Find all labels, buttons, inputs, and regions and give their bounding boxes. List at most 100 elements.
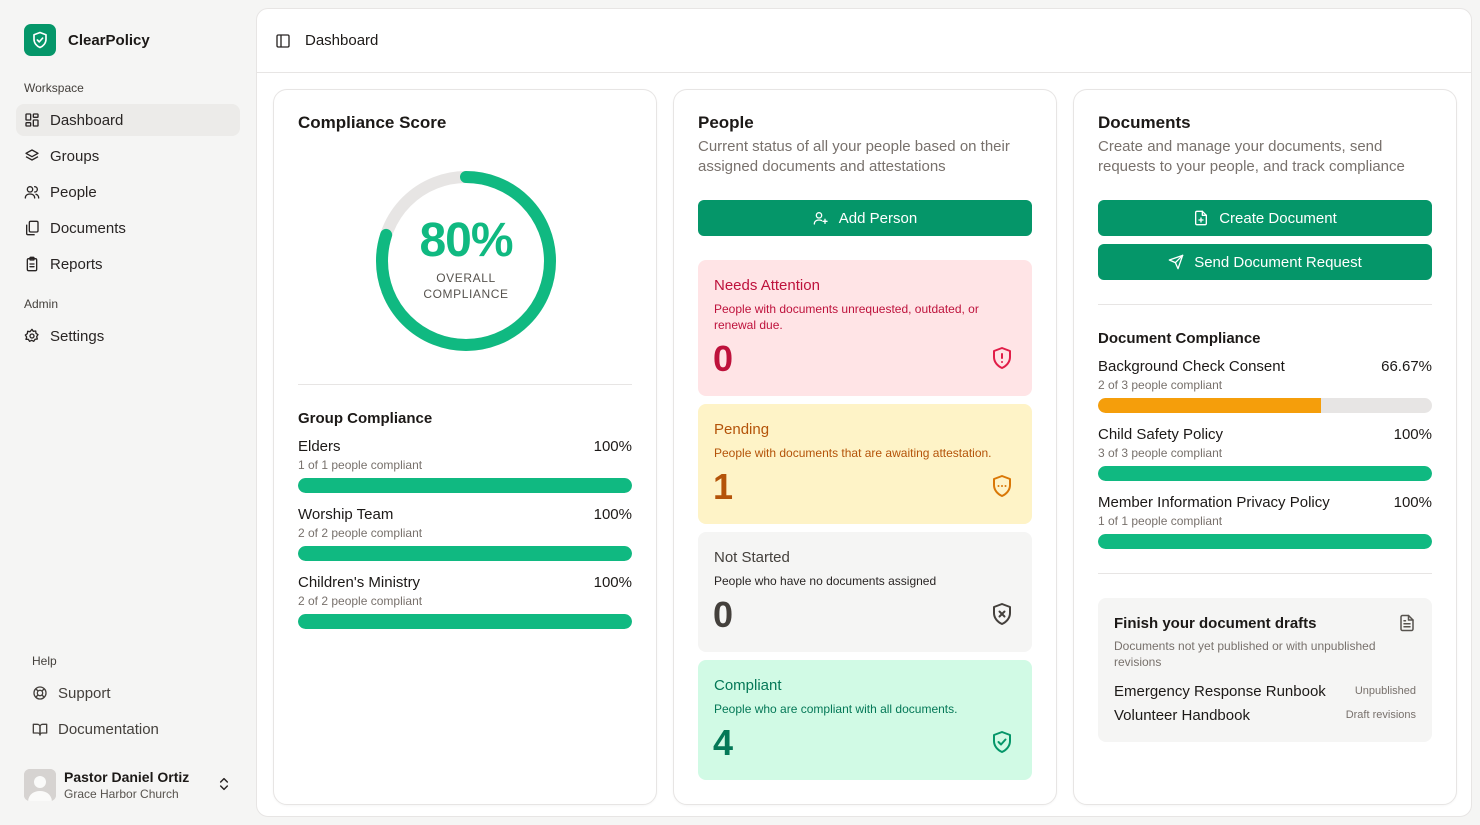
progress-fill	[1098, 466, 1432, 481]
draft-name: Emergency Response Runbook	[1114, 683, 1326, 700]
divider	[1098, 573, 1432, 574]
file-plus-icon	[1195, 210, 1208, 226]
metric-percent: 100%	[593, 574, 632, 591]
users-icon	[24, 186, 40, 199]
status-title: Needs Attention	[714, 277, 820, 294]
metric-percent: 100%	[593, 438, 632, 455]
people-card: People Current status of all your people…	[673, 89, 1057, 805]
status-description: People who have no documents assigned	[714, 574, 937, 588]
card-title: Documents	[1098, 113, 1191, 132]
status-needs-attention[interactable]: Needs Attention People with documents un…	[698, 260, 1032, 396]
sidebar-item-label: Reports	[50, 255, 103, 273]
sidebar: ClearPolicy Workspace Dashboard Groups P…	[0, 0, 256, 825]
draft-item[interactable]: Volunteer Handbook Draft revisions	[1114, 707, 1416, 727]
drafts-title: Finish your document drafts	[1114, 615, 1317, 632]
status-pending[interactable]: Pending People with documents that are a…	[698, 404, 1032, 524]
metric-subtext: 1 of 1 people compliant	[298, 458, 423, 472]
add-person-button[interactable]: Add Person	[698, 200, 1032, 236]
sidebar-toggle-icon[interactable]	[275, 33, 291, 49]
create-document-button[interactable]: Create Document	[1098, 200, 1432, 236]
sidebar-item-settings[interactable]: Settings	[16, 320, 240, 352]
user-name: Pastor Daniel Ortiz	[64, 769, 190, 785]
sidebar-item-people[interactable]: People	[16, 176, 240, 208]
caption-line: OVERALL	[436, 271, 496, 285]
brand[interactable]: ClearPolicy	[24, 24, 150, 56]
sidebar-item-groups[interactable]: Groups	[16, 140, 240, 172]
status-description: People who are compliant with all docume…	[714, 702, 958, 716]
book-icon	[32, 723, 48, 736]
user-org: Grace Harbor Church	[64, 787, 179, 801]
metric-name: Children's Ministry	[298, 574, 421, 591]
document-compliance-heading: Document Compliance	[1098, 330, 1261, 347]
status-count: 0	[713, 338, 734, 379]
help-label: Help	[32, 654, 57, 668]
lifebuoy-icon	[33, 686, 47, 700]
card-title: Compliance Score	[298, 113, 447, 132]
status-title: Pending	[714, 421, 770, 438]
group-metric-worship-team: Worship Team 100% 2 of 2 people complian…	[298, 506, 632, 566]
metric-subtext: 2 of 3 people compliant	[1098, 378, 1223, 392]
document-metric-background-check: Background Check Consent 66.67% 2 of 3 p…	[1098, 358, 1432, 418]
page-title: Dashboard	[305, 32, 379, 49]
metric-name: Member Information Privacy Policy	[1098, 494, 1330, 511]
topbar: Dashboard	[257, 9, 1471, 73]
draft-item[interactable]: Emergency Response Runbook Unpublished	[1114, 683, 1416, 703]
metric-subtext: 3 of 3 people compliant	[1098, 446, 1223, 460]
document-drafts-panel: Finish your document drafts Documents no…	[1098, 598, 1432, 742]
progress-bar	[1098, 466, 1432, 481]
draft-status: Draft revisions	[1345, 709, 1416, 721]
status-description: People with documents that are awaiting …	[714, 446, 992, 460]
workspace-label: Workspace	[24, 81, 84, 95]
status-count: 4	[713, 722, 734, 763]
shield-ellipsis-icon	[993, 475, 1011, 497]
metric-percent: 66.67%	[1381, 358, 1432, 375]
brand-name: ClearPolicy	[68, 31, 150, 49]
dashboard-icon	[25, 113, 39, 127]
progress-bar	[1098, 398, 1432, 413]
documents-card: Documents Create and manage your documen…	[1073, 89, 1457, 805]
send-document-request-button[interactable]: Send Document Request	[1098, 244, 1432, 280]
card-subtitle: Current status of all your people based …	[698, 138, 1010, 175]
compliance-ring: 80% OVERALL COMPLIANCE	[372, 167, 560, 355]
status-count: 1	[713, 466, 734, 507]
progress-bar	[298, 478, 632, 493]
caption-line: COMPLIANCE	[423, 287, 509, 301]
shield-logo-icon	[24, 24, 56, 56]
send-icon	[1168, 254, 1184, 270]
status-not-started[interactable]: Not Started People who have no documents…	[698, 532, 1032, 652]
sidebar-item-label: Groups	[50, 147, 100, 165]
sidebar-item-dashboard[interactable]: Dashboard	[16, 104, 240, 136]
sidebar-item-documents[interactable]: Documents	[16, 212, 240, 244]
avatar	[24, 769, 56, 801]
metric-name: Elders	[298, 438, 341, 455]
sidebar-item-documentation[interactable]: Documentation	[24, 713, 240, 745]
draft-status: Unpublished	[1354, 685, 1416, 697]
progress-bar	[298, 546, 632, 561]
progress-bar	[298, 614, 632, 629]
compliance-caption: OVERALL COMPLIANCE	[372, 270, 560, 302]
metric-subtext: 2 of 2 people compliant	[298, 526, 423, 540]
button-label: Add Person	[838, 209, 918, 227]
file-text-icon	[1400, 614, 1414, 632]
metric-name: Worship Team	[298, 506, 394, 523]
gear-icon	[24, 328, 39, 342]
progress-fill	[298, 614, 632, 629]
sidebar-item-support[interactable]: Support	[24, 677, 240, 709]
user-menu[interactable]: Pastor Daniel Ortiz Grace Harbor Church	[24, 766, 240, 804]
card-title: People	[698, 113, 754, 132]
admin-label: Admin	[24, 297, 59, 311]
sidebar-item-label: Documentation	[58, 720, 159, 738]
progress-fill	[298, 478, 632, 493]
metric-percent: 100%	[1393, 426, 1432, 443]
progress-fill	[298, 546, 632, 561]
sidebar-item-reports[interactable]: Reports	[16, 248, 240, 280]
metric-percent: 100%	[593, 506, 632, 523]
progress-bar	[1098, 534, 1432, 549]
status-compliant[interactable]: Compliant People who are compliant with …	[698, 660, 1032, 780]
main-panel: Dashboard Compliance Score 80% OVERALL C…	[256, 8, 1472, 817]
user-plus-icon	[813, 212, 828, 225]
clipboard-icon	[26, 256, 38, 272]
sidebar-item-label: Settings	[50, 327, 105, 345]
metric-name: Background Check Consent	[1098, 358, 1285, 375]
sidebar-item-label: Dashboard	[50, 111, 124, 129]
